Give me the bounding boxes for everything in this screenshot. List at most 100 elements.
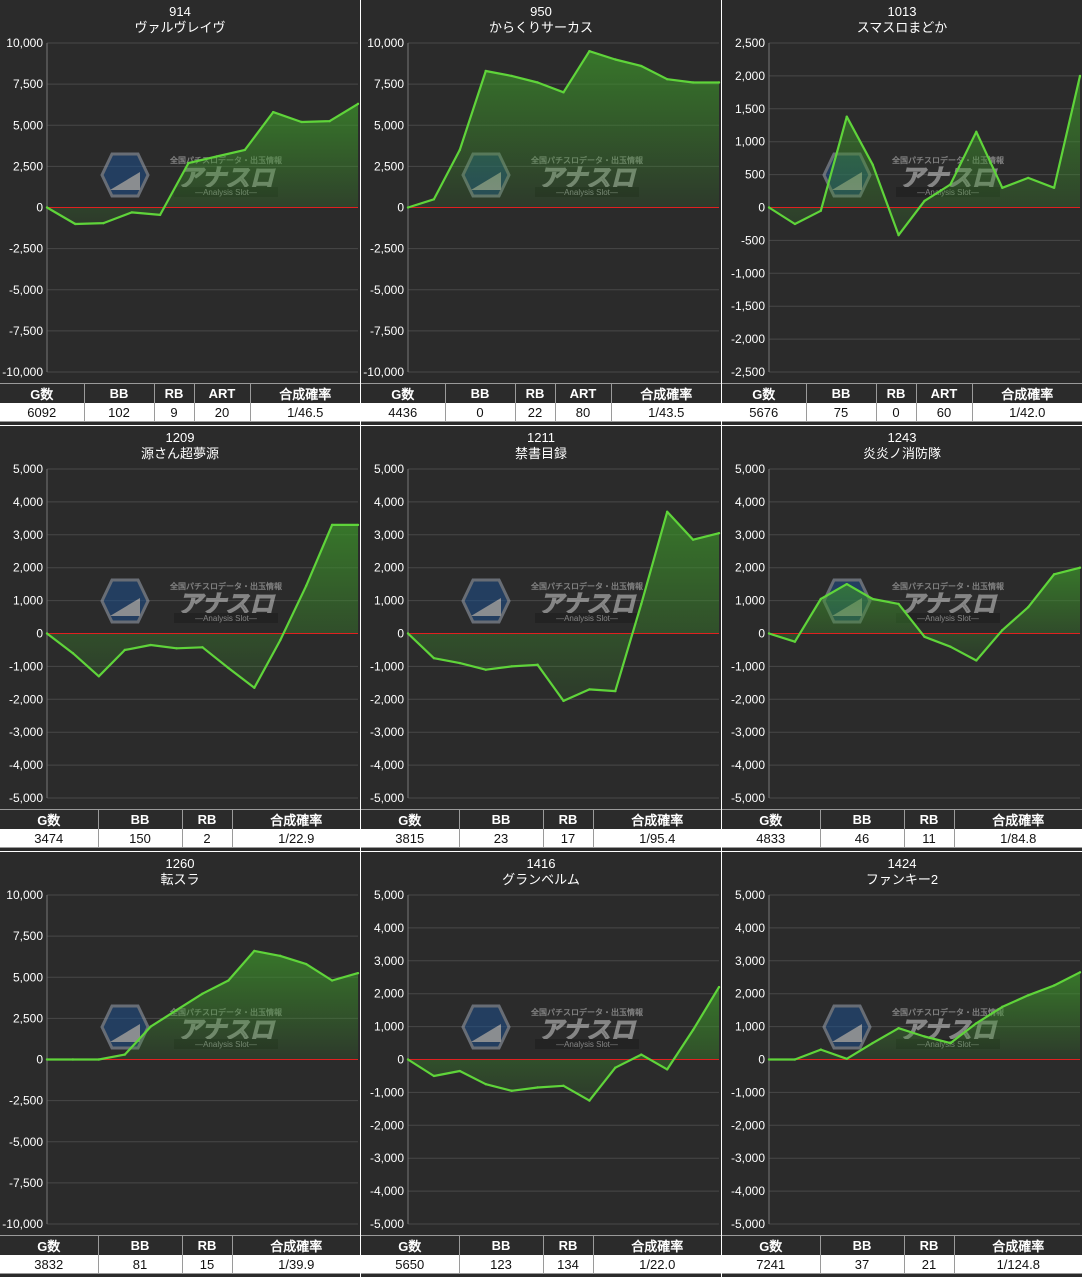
stats-header-rb: RB <box>181 1235 232 1255</box>
data-point <box>871 597 874 601</box>
y-tick-label: -5,000 <box>731 1217 765 1231</box>
y-tick-label: 2,000 <box>735 987 765 1001</box>
machine-chart-card[interactable]: 1243 炎炎ノ消防隊 5,000 4,000 3,000 2,000 1,000 0 -1,0… <box>722 426 1082 851</box>
data-point <box>691 81 695 84</box>
stats-header-g: G数 <box>0 809 98 829</box>
data-point <box>458 148 462 152</box>
balance-area <box>47 103 358 224</box>
logo-wing-icon <box>110 598 140 616</box>
y-tick-label: 4,000 <box>13 495 43 509</box>
balance-chart: 5,000 4,000 3,000 2,000 1,000 0 -1,000 -2,000 -3… <box>731 462 1082 805</box>
machine-number: 1260 <box>165 856 195 871</box>
stats-value-rb: 11 <box>903 829 954 848</box>
machine-chart-card[interactable]: 950 からくりサーカス 10,000 7,500 5,000 2,500 0 -2,500 -… <box>361 0 721 425</box>
machine-chart-card[interactable]: 1260 転スラ 10,000 7,500 5,000 2,500 0 -2,500 -5,00… <box>0 852 360 1277</box>
stats-header-bb: BB <box>458 1235 543 1255</box>
y-tick-label: 0 <box>758 1053 765 1067</box>
machine-chart-card[interactable]: 1013 スマスロまどか 2,500 2,000 1,500 1,000 500 0 -500 -… <box>722 0 1082 425</box>
balance-chart: 5,000 4,000 3,000 2,000 1,000 0 -1,000 -2,000 -3… <box>370 888 721 1231</box>
y-tick-label: -2,500 <box>731 365 765 379</box>
data-point <box>845 115 848 118</box>
stats-header-rb: RB <box>903 809 954 829</box>
stats-header-rate: 合成確率 <box>231 1235 360 1255</box>
y-tick-label: -7,500 <box>9 324 43 338</box>
data-point <box>484 1082 487 1086</box>
y-tick-label: 2,500 <box>735 36 765 50</box>
y-tick-label: 3,000 <box>374 954 404 968</box>
stats-value-g: 7241 <box>722 1255 820 1274</box>
stats-value-bb: 81 <box>97 1255 182 1274</box>
data-point <box>201 646 204 649</box>
y-tick-label: -3,000 <box>370 1151 404 1165</box>
y-tick-label: -7,500 <box>370 324 404 338</box>
data-point <box>253 686 256 689</box>
data-point <box>102 221 105 225</box>
balance-area <box>408 51 719 208</box>
y-tick-label: 4,000 <box>374 495 404 509</box>
y-tick-label: -10,000 <box>2 1217 43 1231</box>
y-tick-label: 2,000 <box>374 561 404 575</box>
y-tick-label: -5,000 <box>370 791 404 805</box>
data-point <box>588 50 591 53</box>
y-tick-label: -4,000 <box>731 1184 765 1198</box>
y-tick-label: 1,500 <box>735 102 765 116</box>
data-point <box>406 1058 410 1061</box>
y-tick-label: 7,500 <box>374 77 404 91</box>
data-point <box>71 652 75 655</box>
y-tick-label: -3,000 <box>731 1151 765 1165</box>
watermark-sub-bg <box>896 613 1000 623</box>
machine-chart-card[interactable]: 1211 禁書目録 5,000 4,000 3,000 2,000 1,000 0 -1,000… <box>361 426 721 851</box>
y-tick-label: 0 <box>758 627 765 641</box>
stats-value-bb: 75 <box>805 403 876 422</box>
machine-chart-card[interactable]: 914 ヴァルヴレイヴ 10,000 7,500 5,000 2,500 0 -2,500 -5… <box>0 0 360 425</box>
data-point <box>640 602 643 606</box>
data-point <box>897 1027 900 1030</box>
y-tick-label: 0 <box>36 627 43 641</box>
machine-number: 1209 <box>165 430 195 445</box>
machine-number: 914 <box>169 4 191 19</box>
watermark-tagline: 全国パチスロデータ・出玉情報 <box>891 581 1005 591</box>
watermark-subtitle: —Analysis Slot— <box>556 614 618 623</box>
data-point <box>328 119 331 123</box>
machine-chart-card[interactable]: 1424 ファンキー2 5,000 4,000 3,000 2,000 1,000 0 -1,0… <box>722 852 1082 1277</box>
stats-value-rate: 1/39.9 <box>231 1255 360 1274</box>
y-tick-label: 5,000 <box>13 118 43 132</box>
stats-table: G数 BB RB 合成確率 3832 81 15 1/39.9 <box>0 1235 360 1274</box>
machine-chart-card[interactable]: 1416 グランベルム 5,000 4,000 3,000 2,000 1,000 0 -1,0… <box>361 852 721 1277</box>
data-point <box>665 77 669 81</box>
stats-header-rate: 合成確率 <box>231 809 360 829</box>
y-tick-label: -1,000 <box>370 659 404 673</box>
data-point <box>330 979 334 982</box>
stats-value-rate: 1/46.5 <box>249 403 360 422</box>
watermark-subtitle: —Analysis Slot— <box>195 614 257 623</box>
data-point <box>923 635 926 638</box>
data-point <box>588 688 591 691</box>
y-tick-label: -2,000 <box>370 692 404 706</box>
data-point <box>665 1068 669 1071</box>
stats-header-bb: BB <box>97 809 182 829</box>
data-point <box>406 632 410 635</box>
stats-header-bb: BB <box>444 383 515 403</box>
machine-chart-card[interactable]: 1209 源さん超夢源 5,000 4,000 3,000 2,000 1,000 0 -1,0… <box>0 426 360 851</box>
y-tick-label: -1,000 <box>731 1085 765 1099</box>
data-point <box>97 1058 101 1061</box>
machine-number: 950 <box>530 4 552 19</box>
stats-header-g: G数 <box>361 383 445 403</box>
y-tick-label: -2,500 <box>9 1094 43 1108</box>
stats-header-rate: 合成確率 <box>953 809 1082 829</box>
data-point <box>484 69 487 73</box>
data-point <box>1026 994 1030 997</box>
y-tick-label: -2,500 <box>9 242 43 256</box>
data-point <box>74 222 77 226</box>
stats-value-g: 5650 <box>361 1255 459 1274</box>
data-point <box>406 206 410 209</box>
data-point <box>691 1028 695 1032</box>
stats-table: G数 BB RB ART 合成確率 5676 75 0 60 1/42.0 <box>722 383 1082 422</box>
stats-value-rate: 1/43.5 <box>610 403 721 422</box>
data-point <box>356 523 360 527</box>
data-point <box>1052 186 1056 189</box>
y-tick-label: -1,000 <box>731 266 765 280</box>
data-point <box>923 1035 926 1038</box>
data-point <box>279 954 282 958</box>
